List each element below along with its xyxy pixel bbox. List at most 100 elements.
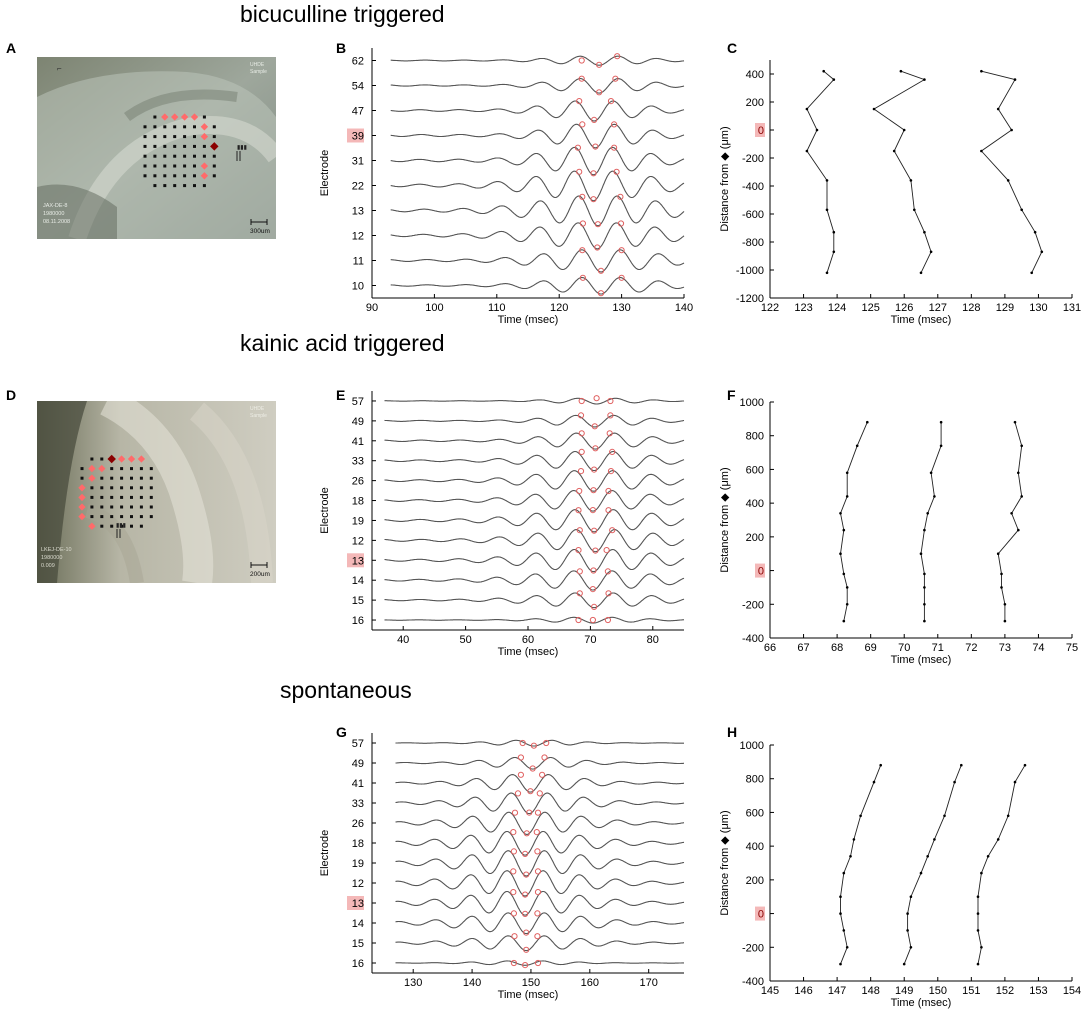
active-electrode bbox=[137, 455, 146, 463]
peak-marker bbox=[594, 244, 601, 251]
peak-marker bbox=[530, 742, 538, 749]
y-axis-label: Electrode bbox=[319, 487, 331, 533]
section-title-bicuculline: bicuculline triggered bbox=[240, 1, 445, 27]
electrode-dot bbox=[163, 184, 167, 188]
electrode-trace bbox=[390, 222, 685, 250]
electrode-dot bbox=[153, 164, 157, 168]
electrode-trace bbox=[390, 170, 685, 202]
propagation-point bbox=[939, 444, 943, 448]
peak-marker bbox=[603, 547, 610, 554]
active-electrode bbox=[117, 455, 126, 463]
propagation-point bbox=[933, 495, 936, 498]
propagation-point bbox=[919, 871, 923, 875]
peak-marker bbox=[519, 739, 526, 747]
electrode-dot bbox=[193, 174, 196, 178]
electrode-dot bbox=[80, 476, 84, 480]
electrode-dot bbox=[173, 164, 177, 168]
y-tick-label: 200 bbox=[746, 532, 764, 544]
chart-G: 130 140 150 160 170 Time (msec) Electrode 57 49 4… bbox=[319, 733, 685, 1001]
y-tick-label: -200 bbox=[742, 153, 764, 165]
peak-marker bbox=[576, 527, 583, 534]
electrode-trace bbox=[384, 414, 685, 428]
propagation-point bbox=[815, 128, 819, 132]
peak-marker bbox=[612, 75, 619, 82]
peak-marker bbox=[604, 616, 612, 624]
y-axis-label: Electrode bbox=[319, 830, 331, 876]
propagation-point bbox=[996, 552, 1000, 555]
peak-marker bbox=[534, 889, 542, 896]
peak-marker bbox=[517, 754, 525, 761]
x-tick-label: 69 bbox=[865, 642, 877, 654]
propagation-point bbox=[845, 586, 849, 589]
electrode-dot bbox=[139, 524, 143, 528]
electrode-dot bbox=[120, 524, 124, 528]
electrode-label: 16 bbox=[352, 958, 364, 970]
electrode-dot bbox=[139, 486, 143, 490]
propagation-point bbox=[996, 838, 1000, 841]
electrode-trace bbox=[384, 548, 685, 573]
electrode-dot bbox=[110, 467, 114, 471]
peak-marker bbox=[578, 397, 585, 405]
peak-marker bbox=[591, 466, 598, 473]
electrode-dot bbox=[100, 486, 104, 490]
peak-marker bbox=[576, 590, 583, 597]
peak-marker bbox=[609, 448, 616, 455]
svg-text:⌐: ⌐ bbox=[57, 64, 62, 73]
electrode-dot bbox=[153, 144, 157, 148]
electrode-dot bbox=[130, 495, 133, 499]
x-tick-label: 129 bbox=[996, 302, 1014, 314]
propagation-point bbox=[859, 814, 862, 818]
peak-marker bbox=[591, 603, 598, 611]
propagation-point bbox=[839, 912, 842, 915]
x-tick-label: 140 bbox=[463, 977, 481, 989]
peak-marker bbox=[534, 910, 541, 917]
peak-marker bbox=[618, 247, 625, 254]
electrode-trace bbox=[390, 146, 685, 176]
propagation-line bbox=[980, 70, 1043, 273]
electrode-dot bbox=[153, 135, 157, 139]
electrode-dot bbox=[149, 495, 153, 499]
propagation-point bbox=[839, 962, 842, 966]
peak-marker bbox=[575, 507, 582, 514]
propagation-point bbox=[953, 780, 956, 784]
electrode-trace bbox=[384, 529, 685, 553]
x-axis-label: Time (msec) bbox=[498, 989, 559, 1001]
electrode-dot bbox=[202, 184, 206, 188]
peak-marker bbox=[596, 89, 603, 96]
active-electrode bbox=[161, 113, 169, 121]
peak-marker bbox=[617, 220, 625, 227]
x-tick-label: 149 bbox=[895, 985, 913, 997]
peak-marker bbox=[591, 423, 598, 430]
electrode-trace bbox=[395, 792, 685, 815]
peak-marker bbox=[578, 57, 585, 64]
x-axis-label: Time (msec) bbox=[498, 314, 559, 326]
propagation-point bbox=[976, 895, 980, 898]
scale-label: 300um bbox=[250, 228, 270, 235]
propagation-point bbox=[919, 552, 923, 555]
x-tick-label: 160 bbox=[581, 977, 599, 989]
peak-marker bbox=[590, 196, 597, 203]
electrode-label: 18 bbox=[352, 838, 364, 850]
electrode-dot bbox=[120, 486, 124, 490]
electrode-label: 10 bbox=[352, 281, 364, 293]
propagation-point bbox=[1020, 208, 1023, 212]
electrode-dot bbox=[163, 144, 167, 148]
y-axis-label: Electrode bbox=[319, 150, 331, 196]
peak-marker bbox=[576, 487, 583, 495]
y-tick-label: -400 bbox=[742, 181, 764, 193]
peak-marker bbox=[618, 274, 625, 281]
peak-marker bbox=[611, 121, 618, 128]
propagation-point bbox=[960, 763, 963, 767]
x-tick-label: 71 bbox=[932, 642, 944, 654]
electrode-dot bbox=[202, 154, 206, 158]
electrode-dot bbox=[80, 467, 84, 471]
y-tick-label: 600 bbox=[746, 464, 764, 476]
peak-marker bbox=[592, 143, 599, 150]
electrode-dot bbox=[139, 515, 143, 519]
peak-marker bbox=[534, 809, 542, 816]
overlay-text-3: 0.009 bbox=[41, 563, 55, 569]
peak-marker bbox=[607, 412, 614, 419]
peak-marker bbox=[617, 193, 624, 200]
electrode-trace bbox=[390, 195, 685, 227]
x-tick-label: 66 bbox=[764, 642, 776, 654]
